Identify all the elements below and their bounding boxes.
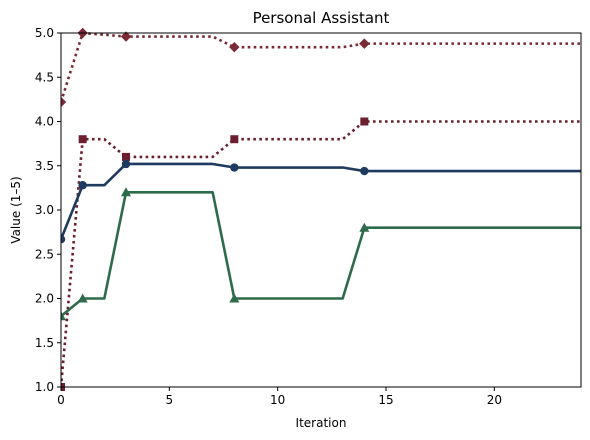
series-point xyxy=(121,159,131,169)
series-point xyxy=(122,152,130,161)
series-point xyxy=(61,311,66,321)
series-point xyxy=(78,135,87,144)
y-axis: 1.0 1.5 2.0 2.5 3.0 3.5 4.0 4.5 5.0 xyxy=(35,26,61,394)
series-line xyxy=(61,31,581,103)
y-tick-label: 1.5 xyxy=(35,336,54,350)
y-axis-label: Value (1–5) xyxy=(9,176,23,243)
y-tick-label: 2.5 xyxy=(35,247,54,261)
x-tick-label: 0 xyxy=(57,393,65,407)
series-point xyxy=(121,187,131,197)
plot-area xyxy=(61,27,581,391)
series-point xyxy=(61,96,67,108)
y-tick-label: 2.0 xyxy=(35,292,54,306)
x-tick-label: 5 xyxy=(166,393,174,407)
series-point xyxy=(229,293,240,303)
chart-title: Personal Assistant xyxy=(253,9,390,27)
y-tick-label: 3.5 xyxy=(35,159,54,173)
y-tick-label: 4.0 xyxy=(35,115,54,129)
series-point xyxy=(120,31,132,42)
series-point xyxy=(360,166,369,176)
series-point xyxy=(359,38,370,49)
series-point xyxy=(230,163,239,172)
series-point xyxy=(78,181,87,190)
x-tick-label: 15 xyxy=(378,393,393,407)
x-tick-label: 10 xyxy=(270,393,285,407)
series-point xyxy=(229,41,240,53)
series-line xyxy=(61,191,581,318)
plot-frame xyxy=(60,32,582,388)
series-point xyxy=(230,135,239,144)
x-axis-label: Iteration xyxy=(296,416,347,430)
y-tick-label: 5.0 xyxy=(35,26,54,40)
series-line xyxy=(61,162,581,240)
series-point xyxy=(61,235,66,244)
y-tick-label: 3.0 xyxy=(35,203,54,217)
series-line xyxy=(61,120,581,388)
y-tick-label: 1.0 xyxy=(35,380,54,394)
series-point xyxy=(360,117,369,126)
x-tick-label: 20 xyxy=(487,393,502,407)
series-point xyxy=(77,293,88,303)
x-axis: 0 5 10 15 20 xyxy=(57,387,502,407)
series-point xyxy=(359,222,370,232)
y-tick-label: 4.5 xyxy=(35,70,54,84)
